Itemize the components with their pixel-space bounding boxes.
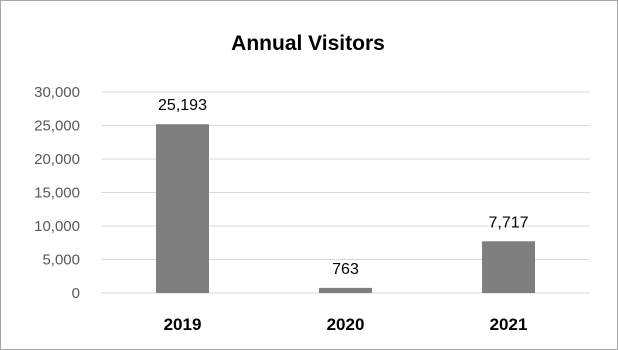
bar-2021 bbox=[482, 241, 535, 293]
data-label-2021: 7,717 bbox=[488, 214, 528, 231]
data-label-2019: 25,193 bbox=[158, 97, 207, 114]
chart-title: Annual Visitors bbox=[231, 32, 385, 55]
bars bbox=[156, 124, 535, 293]
y-tick-label: 25,000 bbox=[34, 118, 80, 135]
category-label-2021: 2021 bbox=[490, 315, 528, 334]
category-label-2020: 2020 bbox=[327, 315, 365, 334]
y-axis-tick-labels: 0 5,000 10,000 15,000 20,000 25,000 30,000 bbox=[34, 84, 80, 302]
y-tick-label: 20,000 bbox=[34, 151, 80, 168]
y-tick-label: 30,000 bbox=[34, 84, 80, 101]
bar-2019 bbox=[156, 124, 209, 293]
y-tick-label: 5,000 bbox=[42, 252, 80, 269]
y-tick-label: 10,000 bbox=[34, 218, 80, 235]
category-label-2019: 2019 bbox=[164, 315, 202, 334]
category-labels: 2019 2020 2021 bbox=[164, 315, 528, 334]
y-tick-label: 0 bbox=[72, 285, 80, 302]
bar-2020 bbox=[319, 287, 372, 293]
data-label-2020: 763 bbox=[332, 261, 359, 278]
data-labels: 25,193 763 7,717 bbox=[158, 97, 529, 278]
y-tick-label: 15,000 bbox=[34, 185, 80, 202]
